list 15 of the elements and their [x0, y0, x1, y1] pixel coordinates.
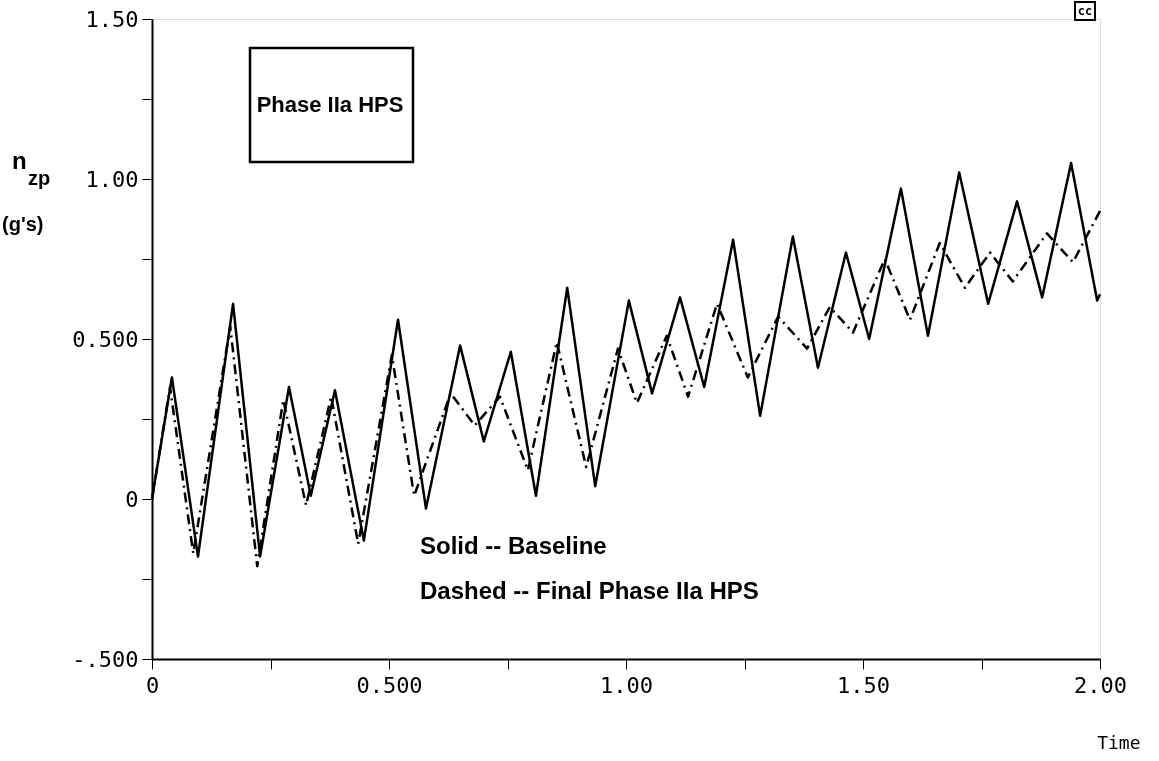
- text: cc: [1077, 4, 1093, 18]
- x-tick-label: 0.500: [356, 672, 423, 698]
- x-tick-label: 0: [145, 672, 160, 698]
- y-tick-label: 1.50: [85, 6, 139, 32]
- y-tick-label: 1.00: [85, 166, 139, 192]
- x-tick-label: 2.00: [1074, 672, 1127, 698]
- x-axis-title: Time: [1097, 731, 1141, 753]
- y-tick-label: 0: [125, 486, 139, 512]
- x-tick-label: 1.00: [600, 672, 653, 698]
- x-tick-label: 1.50: [837, 672, 890, 698]
- annotation: Phase IIa HPS: [256, 92, 404, 117]
- y-tick-label: -.500: [72, 646, 139, 672]
- annotation: Dashed -- Final Phase IIa HPS: [420, 577, 759, 604]
- annotation: Solid -- Baseline: [420, 532, 607, 559]
- y-tick-label: 0.500: [72, 326, 139, 352]
